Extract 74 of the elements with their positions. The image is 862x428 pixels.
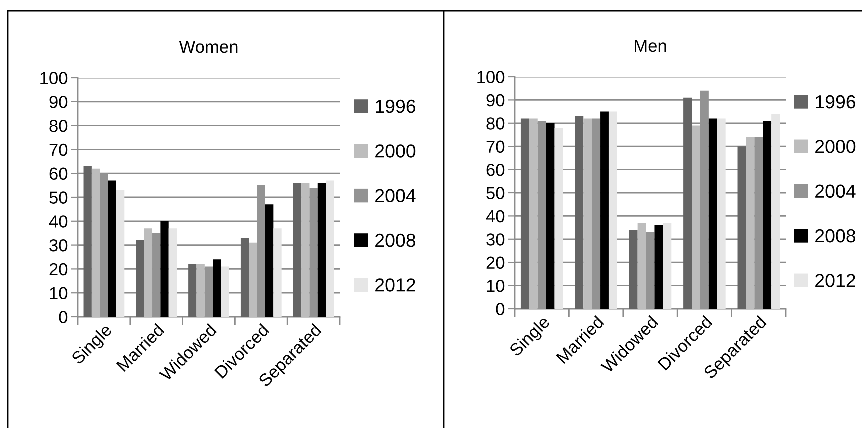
legend-label: 2004: [376, 189, 416, 203]
y-tick-label: 40: [486, 210, 505, 223]
bar: [684, 98, 692, 309]
bar: [116, 190, 125, 317]
bar: [708, 118, 718, 309]
chart-title: Women: [179, 41, 238, 54]
bar: [746, 137, 755, 309]
chart-title: Men: [635, 40, 666, 52]
bar: [92, 168, 100, 317]
bar: [326, 180, 334, 317]
bar: [136, 240, 144, 317]
bar: [717, 118, 726, 309]
bar: [188, 264, 197, 317]
y-tick-label: 0: [496, 303, 505, 316]
legend-label: 1996: [376, 100, 416, 114]
bar: [318, 183, 326, 317]
legend-label: 2000: [816, 140, 856, 154]
bar: [546, 123, 555, 309]
bar: [160, 221, 169, 317]
bar: [265, 204, 274, 317]
bar: [274, 228, 282, 317]
bar: [554, 128, 564, 309]
y-tick-label: 90: [486, 94, 505, 107]
bar: [84, 166, 92, 317]
y-tick-label: 100: [40, 72, 68, 84]
y-tick-label: 70: [486, 140, 505, 154]
bar: [738, 146, 746, 309]
bar: [692, 126, 700, 309]
bar: [654, 225, 664, 309]
bar: [663, 223, 672, 309]
bar: [196, 264, 205, 317]
bar: [608, 112, 618, 309]
bar: [575, 116, 584, 309]
bar: [249, 242, 258, 317]
y-tick-label: 50: [486, 187, 505, 200]
bar: [221, 266, 230, 317]
y-tick-label: 50: [50, 192, 68, 204]
bar: [529, 118, 538, 309]
y-tick-label: 40: [49, 216, 68, 228]
bar: [302, 183, 310, 317]
y-tick-label: 30: [486, 234, 505, 246]
bar: [772, 114, 780, 309]
y-tick-label: 30: [50, 239, 68, 252]
legend-label: 2008: [816, 229, 856, 243]
y-tick-label: 90: [50, 96, 68, 108]
bar: [144, 228, 153, 317]
bar: [240, 238, 250, 317]
y-tick-label: 20: [486, 256, 505, 270]
legend-label: 1996: [816, 95, 856, 109]
y-tick-label: 10: [50, 287, 68, 300]
bar: [213, 260, 222, 317]
y-tick-label: 0: [59, 311, 68, 324]
y-tick-label: 10: [487, 280, 505, 292]
bar: [600, 112, 609, 309]
bar: [629, 230, 638, 309]
legend-label: 2008: [376, 234, 416, 248]
y-tick-label: 80: [486, 118, 505, 130]
y-tick-label: 100: [478, 71, 505, 84]
y-tick-label: 60: [50, 168, 68, 180]
legend-label: 2012: [816, 274, 856, 288]
y-tick-label: 80: [50, 120, 68, 132]
legend-label: 2000: [376, 144, 416, 158]
y-tick-label: 20: [50, 263, 68, 276]
legend-label: 2012: [376, 278, 416, 292]
legend-label: 2004: [816, 184, 856, 198]
bar: [168, 228, 178, 317]
y-tick-label: 60: [486, 164, 505, 176]
bar: [293, 183, 302, 317]
bar: [763, 121, 772, 309]
bar: [638, 223, 646, 309]
bar: [584, 118, 592, 309]
bar: [520, 118, 530, 309]
bar: [108, 180, 116, 317]
y-tick-label: 70: [50, 144, 68, 156]
